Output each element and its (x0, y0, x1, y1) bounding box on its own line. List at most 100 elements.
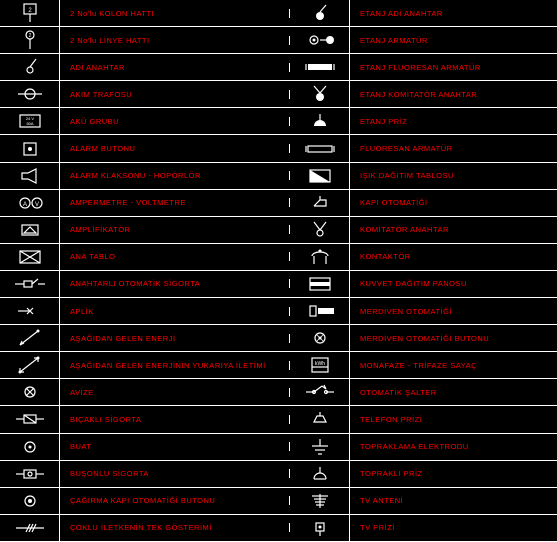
toprakli-priz-icon (290, 461, 350, 487)
legend-label: AMPERMETRE - VOLTMETRE (60, 198, 290, 207)
legend-row: KAPI OTOMATİĞİ (290, 190, 557, 217)
legend-label: ETANJ ADİ ANAHTAR (350, 9, 557, 18)
legend-row: OTOMATİK ŞALTER (290, 379, 557, 406)
fluoresan-icon (290, 135, 350, 161)
legend-row: TOPRAKLAMA ELEKTRODU (290, 434, 557, 461)
ampermetre-icon: AV (0, 190, 60, 216)
legend-label: FLUORESAN ARMATÜR (350, 144, 557, 153)
svg-text:A: A (22, 202, 26, 208)
legend-row: ETANJ ARMATÜR (290, 27, 557, 54)
anahtarli-sigorta-icon (0, 271, 60, 297)
legend-row: TV PRİZİ (290, 515, 557, 542)
legend-row: AKIM TRAFOSU (0, 81, 290, 108)
legend-row: BIÇAKLI SİGORTA (0, 406, 290, 433)
legend-row: ETANJ KOMİTATÖR ANAHTAR (290, 81, 557, 108)
legend-label: ÇAĞIRMA KAPI OTOMATİĞİ BUTONU (60, 496, 290, 505)
legend-label: 2 No'lu KOLON HATTI (60, 9, 290, 18)
avize-icon (0, 379, 60, 405)
telefon-prizi-icon (290, 406, 350, 432)
legend-label: TOPRAKLAMA ELEKTRODU (350, 442, 557, 451)
legend-label: TV ANTENİ (350, 496, 557, 505)
legend-label: ANA TABLO (60, 252, 290, 261)
legend-label: AKÜ GRUBU (60, 117, 290, 126)
svg-text:V: V (34, 202, 38, 208)
bicakli-sigorta-icon (0, 406, 60, 432)
legend-row: 2 2 No'lu LİNYE HATTI (0, 27, 290, 54)
cagirma-butonu-icon (0, 488, 60, 514)
legend-label: AKIM TRAFOSU (60, 90, 290, 99)
isik-dagitim-icon (290, 163, 350, 189)
kuvvet-dagitim-icon (290, 271, 350, 297)
legend-row: TV ANTENİ (290, 488, 557, 515)
legend-row: KUVVET DAĞITIM PANOSU (290, 271, 557, 298)
ana-tablo-icon (0, 244, 60, 270)
legend-row: AVİZE (0, 379, 290, 406)
legend-label: AŞAĞIDAN GELEN ENERJİNİN YUKARIYA İLETİM… (60, 361, 290, 370)
legend-row: IŞIK DAĞITIM TABLOSU (290, 163, 557, 190)
legend-label: ADİ ANAHTAR (60, 63, 290, 72)
legend-row: KOMİTATÖR ANAHTAR (290, 217, 557, 244)
legend-row: APLİK (0, 298, 290, 325)
legend-label: AVİZE (60, 388, 290, 397)
legend-row: MERDİVEN OTOMATİĞİ (290, 298, 557, 325)
aplik-icon (0, 298, 60, 324)
legend-label: ETANJ PRİZ (350, 117, 557, 126)
legend-label: 2 No'lu LİNYE HATTI (60, 36, 290, 45)
adi-anahtar-icon (0, 54, 60, 80)
legend-row: ANA TABLO (0, 244, 290, 271)
etanj-komitator-icon (290, 81, 350, 107)
alarm-butonu-icon (0, 135, 60, 161)
buat-icon (0, 434, 60, 460)
komitator-icon (290, 217, 350, 243)
legend-label: ALARM BUTONU (60, 144, 290, 153)
kontaktor-icon (290, 244, 350, 270)
svg-text:50A: 50A (26, 121, 33, 126)
legend-label: BIÇAKLI SİGORTA (60, 415, 290, 424)
legend-label: ALARM KLAKSONU - HOPÖRLÖR (60, 171, 290, 180)
kolon-hatti-icon: 2 (0, 0, 60, 26)
legend-row: KONTAKTÖR (290, 244, 557, 271)
legend-row: AŞAĞIDAN GELEN ENERJİ (0, 325, 290, 352)
akim-trafosu-icon (0, 81, 60, 107)
legend-table: 2 2 No'lu KOLON HATTI 2 2 No'lu LİNYE HATTI… (0, 0, 557, 542)
svg-text:2: 2 (28, 33, 31, 39)
legend-column-right: ETANJ ADİ ANAHTARETANJ ARMATÜRETANJ FLUO… (290, 0, 557, 542)
legend-row: ÇAĞIRMA KAPI OTOMATİĞİ BUTONU (0, 488, 290, 515)
legend-row: AŞAĞIDAN GELEN ENERJİNİN YUKARIYA İLETİM… (0, 352, 290, 379)
etanj-adi-icon (290, 0, 350, 26)
monafaze-icon: kWh (290, 352, 350, 378)
legend-label: TELEFON PRİZİ (350, 415, 557, 424)
legend-label: ÇOKLU İLETKENİN TEK GÖSTERİMİ (60, 523, 290, 532)
legend-row: AMPLİFİKATÖR (0, 217, 290, 244)
legend-label: TV PRİZİ (350, 523, 557, 532)
legend-label: KAPI OTOMATİĞİ (350, 198, 557, 207)
legend-label: OTOMATİK ŞALTER (350, 388, 557, 397)
topraklama-icon (290, 434, 350, 460)
merdiven-buton-icon (290, 325, 350, 351)
legend-row: BUAT (0, 434, 290, 461)
otomatik-salter-icon (290, 379, 350, 405)
amplifikator-icon (0, 217, 60, 243)
legend-row: ETANJ ADİ ANAHTAR (290, 0, 557, 27)
coklu-iletken-icon (0, 515, 60, 541)
legend-row: ALARM KLAKSONU - HOPÖRLÖR (0, 163, 290, 190)
legend-row: ADİ ANAHTAR (0, 54, 290, 81)
svg-text:2: 2 (28, 8, 32, 14)
legend-row: 24 V50AAKÜ GRUBU (0, 108, 290, 135)
legend-label: MERDİVEN OTOMATİĞİ (350, 307, 557, 316)
tv-prizi-icon (290, 515, 350, 541)
legend-row: ANAHTARLI OTOMATİK SİGORTA (0, 271, 290, 298)
legend-label: AMPLİFİKATÖR (60, 225, 290, 234)
legend-label: KOMİTATÖR ANAHTAR (350, 225, 557, 234)
legend-label: MERDİVEN OTOMATİĞİ BUTONU (350, 334, 557, 343)
legend-label: ETANJ KOMİTATÖR ANAHTAR (350, 90, 557, 99)
kapi-otomatigi-icon (290, 190, 350, 216)
enerji-asagi-icon (0, 325, 60, 351)
legend-row: FLUORESAN ARMATÜR (290, 135, 557, 162)
svg-text:kWh: kWh (315, 361, 325, 367)
etanj-armatur-icon (290, 27, 350, 53)
legend-label: BUAT (60, 442, 290, 451)
legend-label: TOPRAKLI PRİZ (350, 469, 557, 478)
etanj-priz-icon (290, 108, 350, 134)
legend-label: KUVVET DAĞITIM PANOSU (350, 279, 557, 288)
